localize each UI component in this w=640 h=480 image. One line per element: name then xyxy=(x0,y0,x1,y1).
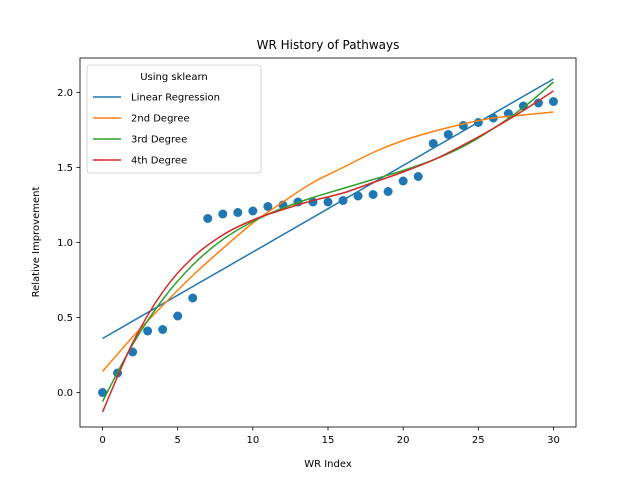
y-tick-label: 2.0 xyxy=(57,88,73,99)
scatter-point xyxy=(233,208,243,217)
legend-entry-label: Linear Regression xyxy=(131,93,220,104)
series-line xyxy=(101,81,554,402)
scatter-point xyxy=(98,388,108,397)
y-axis-label: Relative Improvement xyxy=(31,187,42,298)
x-tick-label: 10 xyxy=(246,435,259,446)
scatter-point xyxy=(188,293,198,303)
scatter-point xyxy=(398,176,408,186)
legend-entry-label: 4th Degree xyxy=(131,156,187,167)
scatter-point xyxy=(428,139,438,148)
y-tick-label: 1.5 xyxy=(57,163,73,174)
legend-entries: Linear Regression 2nd Degree 3rd Degree 4th… xyxy=(93,93,220,167)
scatter-point xyxy=(533,98,543,108)
scatter-point xyxy=(323,197,333,207)
scatter-point xyxy=(353,191,363,201)
scatter-point xyxy=(203,214,213,223)
x-axis-ticks: 0 5 10 15 20 25 30 xyxy=(99,427,560,446)
scatter-point xyxy=(263,202,273,211)
x-tick-label: 20 xyxy=(397,435,410,446)
scatter-point xyxy=(443,130,453,139)
x-tick-label: 25 xyxy=(472,435,485,446)
scatter-point xyxy=(218,209,228,219)
legend: Using sklearn Linear Regression 2nd Degre… xyxy=(86,64,262,174)
series-line xyxy=(102,78,554,340)
y-tick-label: 0.0 xyxy=(57,388,73,399)
scatter-point xyxy=(548,97,558,106)
series-line xyxy=(101,90,554,413)
legend-title: Using sklearn xyxy=(140,72,208,83)
plot-marks xyxy=(98,78,558,413)
scatter-point xyxy=(248,206,258,216)
scatter-point xyxy=(383,187,393,196)
x-tick-label: 5 xyxy=(175,435,181,446)
scatter-point xyxy=(143,326,153,336)
scatter-point xyxy=(173,311,183,321)
y-tick-label: 1.0 xyxy=(57,238,73,249)
scatter-point xyxy=(368,190,378,199)
chart-title: WR History of Pathways xyxy=(257,38,400,52)
axes-frame xyxy=(79,57,577,428)
x-tick-label: 0 xyxy=(99,435,105,446)
y-axis-ticks: 0.0 0.5 1.0 1.5 2.0 xyxy=(57,88,80,399)
x-tick-label: 15 xyxy=(322,435,335,446)
x-tick-label: 30 xyxy=(547,435,560,446)
scatter-point xyxy=(158,325,168,334)
legend-entry-label: 2nd Degree xyxy=(131,114,190,125)
scatter-point xyxy=(413,172,423,181)
legend-frame xyxy=(86,64,262,174)
series-line xyxy=(101,111,554,372)
legend-entry-label: 3rd Degree xyxy=(131,135,187,146)
x-axis-label: WR Index xyxy=(304,459,352,470)
y-tick-label: 0.5 xyxy=(57,313,73,324)
plot-area xyxy=(98,78,558,413)
